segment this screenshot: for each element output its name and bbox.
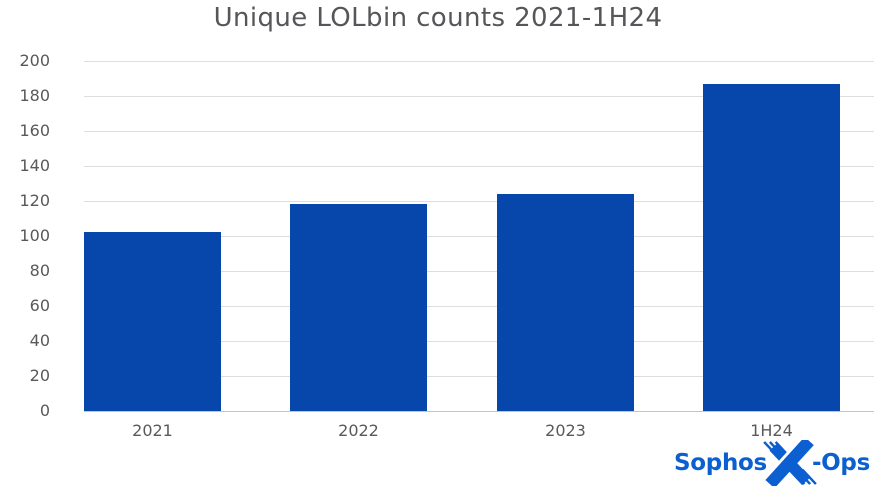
y-tick-label: 80	[29, 261, 50, 280]
bar-2023	[497, 194, 634, 411]
y-tick-label: 180	[19, 86, 50, 105]
y-tick-label: 200	[19, 51, 50, 70]
logo-text-ops: -Ops	[811, 450, 870, 476]
gridline-y-100	[84, 236, 874, 237]
gridline-y-120	[84, 201, 874, 202]
x-tick-label-2021: 2021	[132, 421, 173, 440]
x-tick-label-1H24: 1H24	[750, 421, 793, 440]
y-tick-label: 160	[19, 121, 50, 140]
bar-2022	[290, 204, 427, 411]
x-tick-label-2023: 2023	[545, 421, 586, 440]
y-tick-label: 20	[29, 366, 50, 385]
y-tick-label: 60	[29, 296, 50, 315]
sophos-x-ops-logo: Sophos -Ops	[674, 439, 870, 487]
y-tick-label: 100	[19, 226, 50, 245]
bar-2021	[84, 232, 221, 411]
gridline-y-40	[84, 341, 874, 342]
gridline-y-60	[84, 306, 874, 307]
x-tick-label-2022: 2022	[338, 421, 379, 440]
gridline-y-140	[84, 166, 874, 167]
logo-text-sophos: Sophos	[674, 450, 767, 476]
gridline-y-200	[84, 61, 874, 62]
y-tick-label: 140	[19, 156, 50, 175]
plot-area	[84, 61, 874, 412]
gridline-y-20	[84, 376, 874, 377]
y-tick-label: 120	[19, 191, 50, 210]
y-tick-label: 0	[39, 401, 50, 420]
bar-1H24	[703, 84, 840, 411]
chart-title: Unique LOLbin counts 2021-1H24	[213, 3, 663, 33]
gridline-y-80	[84, 271, 874, 272]
y-tick-label: 40	[29, 331, 50, 350]
gridline-y-160	[84, 131, 874, 132]
sophos-x-ops-x-icon	[762, 440, 817, 486]
gridline-y-180	[84, 96, 874, 97]
gridline-y-0	[84, 411, 874, 412]
